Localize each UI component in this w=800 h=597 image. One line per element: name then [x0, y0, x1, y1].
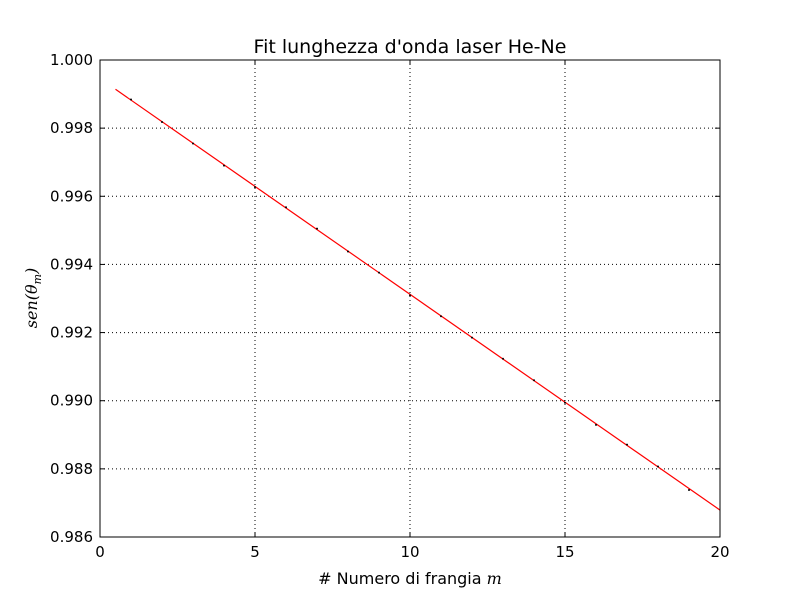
- grid: [100, 60, 720, 537]
- data-point: [378, 271, 380, 274]
- y-axis-label: sen(θm): [22, 268, 44, 329]
- data-point: [688, 488, 690, 491]
- x-axis-label: # Numero di frangia m: [318, 569, 502, 588]
- data-point: [347, 250, 349, 253]
- y-tick-label: 0.994: [50, 255, 93, 273]
- x-tick-label: 5: [250, 543, 260, 561]
- fit-line-layer: [115, 88, 721, 511]
- y-axis: 0.986 0.988 0.990 0.992 0.994 0.996 0.998 1.000: [50, 51, 720, 546]
- data-point: [161, 121, 163, 124]
- y-tick-label: 0.992: [50, 324, 93, 342]
- x-axis: 0 5 10 15 20: [95, 60, 730, 561]
- x-tick-label: 15: [555, 543, 574, 561]
- fit-line: [115, 88, 721, 511]
- x-tick-label: 20: [710, 543, 729, 561]
- data-points-layer: [130, 98, 690, 491]
- y-tick-label: 0.990: [50, 392, 93, 410]
- y-tick-label: 0.986: [50, 528, 93, 546]
- x-tick-label: 0: [95, 543, 105, 561]
- data-point: [223, 164, 225, 167]
- y-axis-label-sub: m: [31, 274, 44, 284]
- y-tick-label: 1.000: [50, 51, 93, 69]
- y-tick-label: 0.988: [50, 460, 93, 478]
- data-point: [254, 186, 256, 189]
- data-point: [533, 379, 535, 382]
- x-axis-label-math: m: [487, 569, 502, 588]
- y-tick-label: 0.996: [50, 187, 93, 205]
- chart-title: Fit lunghezza d'onda laser He-Ne: [254, 36, 567, 58]
- data-point: [564, 401, 566, 404]
- data-point: [409, 294, 411, 297]
- y-axis-label-close: ): [22, 268, 41, 275]
- data-point: [626, 443, 628, 446]
- y-tick-label: 0.998: [50, 119, 93, 137]
- data-point: [316, 227, 318, 230]
- y-axis-label-text: sen(θ: [22, 284, 41, 328]
- data-point: [130, 98, 132, 101]
- data-point: [502, 357, 504, 360]
- data-point: [285, 206, 287, 209]
- data-point: [471, 336, 473, 339]
- x-axis-label-text: # Numero di frangia: [318, 569, 486, 588]
- data-point: [192, 142, 194, 145]
- data-point: [595, 423, 597, 426]
- data-point: [440, 315, 442, 318]
- data-point: [657, 465, 659, 468]
- x-tick-label: 10: [400, 543, 419, 561]
